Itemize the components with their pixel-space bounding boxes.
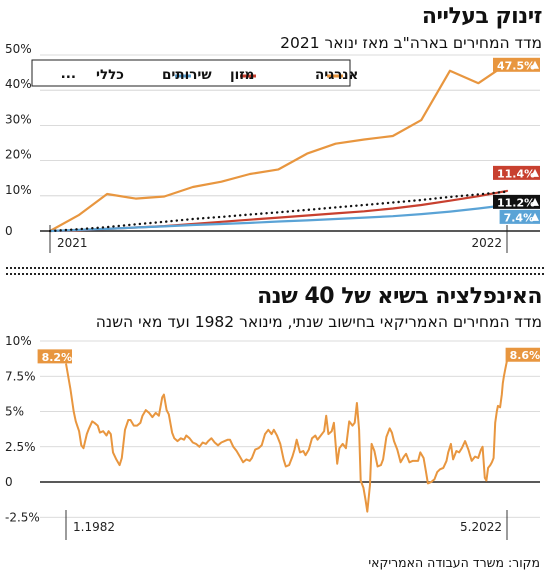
chart2-title: האינפלציה בשיא של 40 שנה [257,284,542,309]
c2-ytick-label: 10% [5,334,32,348]
c1-legend-label: שירותים [162,67,212,83]
c1-end-general-box [493,194,540,209]
c1-ytick-label: 30% [5,112,32,126]
c2-end-value-label: 8.6% [510,349,541,362]
chart1-plot: 0 10% 20% 30% 40% 50% 2021 2022 47.5% 11.4% 11.2% 7… [5,42,540,253]
c1-end-general-label: 11.2% [497,196,535,209]
source-note: מקור: משרד העבודה האמריקאי [368,555,540,570]
divider-top [6,267,544,269]
c1-end-energy-arrow [531,60,539,69]
c1-end-food-box [493,165,540,180]
c1-end-services-arrow [531,212,539,221]
c1-end-food-label: 11.4% [497,167,535,180]
c1-ytick-label: 40% [5,77,32,91]
c1-end-energy-label: 47.5% [497,59,535,72]
chart1-subtitle: מדד המחירים בארה"ב מאז ינואר 2021 [280,34,542,52]
c1-x-label: 2022 [471,236,502,250]
c1-legend-prefix: ... [61,66,76,82]
c1-end-general-arrow [531,197,539,206]
chart1-title: זינוק בעלייה [421,4,543,29]
c1-legend-label: כללי [96,67,124,83]
c1-series-line [48,190,509,233]
c1-legend-label: מזון [230,67,254,83]
c2-ytick-label: 2.5% [5,440,36,454]
c1-legend-box [31,59,351,87]
c1-ytick-label: 20% [5,148,32,162]
c2-ytick-label: 5% [5,405,24,419]
c1-end-food-arrow [531,168,539,177]
c2-start-value-label: 8.2% [42,351,73,364]
c1-ytick-label: 0 [5,224,13,238]
c2-end-value-box [505,347,540,362]
c1-end-energy-box [493,57,540,72]
c1-end-services-box [499,209,540,224]
c2-x-label: 5.2022 [460,520,502,534]
c1-ytick-label: 10% [5,183,32,197]
c1-end-services-label: 7.4% [504,211,535,224]
c1-series-line [48,203,509,233]
c2-ytick-label: 0 [5,475,13,489]
divider-bottom [6,273,544,275]
c2-series-line [65,360,508,513]
c1-ytick-label: 50% [5,42,32,56]
c2-ytick-label: 7.5% [5,369,36,383]
c2-ytick-label: -2.5% [5,510,40,524]
c1-legend-label: אנרגיה [315,67,358,83]
c2-start-value-box [37,349,72,364]
c1-legend: אנרגיה מזון שירותים כללי... [31,59,358,87]
c2-x-label: 1.1982 [73,520,115,534]
c1-series-line [48,62,509,233]
chart2-subtitle: מדד המחירים האמריקאי בחישוב שנתי, מינואר… [95,313,542,331]
c1-x-label: 2021 [57,236,88,250]
